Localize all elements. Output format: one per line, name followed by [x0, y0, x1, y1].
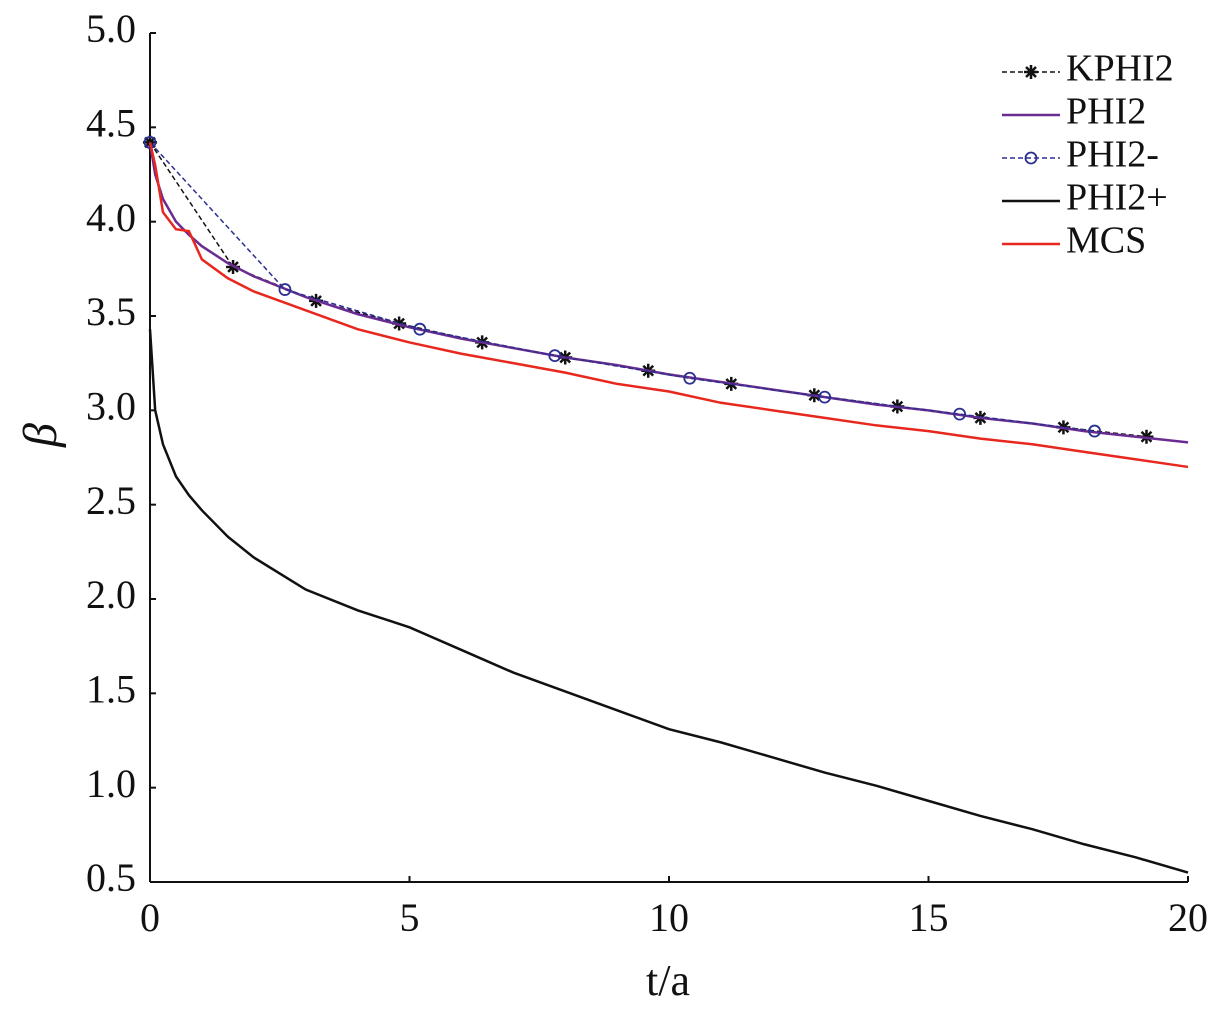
data-point — [1088, 424, 1101, 438]
legend-label: MCS — [1066, 220, 1146, 262]
data-point — [278, 283, 292, 296]
data-point — [953, 407, 967, 421]
data-point — [818, 390, 832, 404]
series-line — [148, 329, 1189, 874]
x-tick-label: 20 — [1168, 895, 1208, 940]
series-line — [148, 142, 1189, 469]
x-tick-label: 5 — [400, 895, 420, 940]
y-tick-label: 5.0 — [86, 6, 136, 51]
legend-label: PHI2+ — [1066, 177, 1168, 219]
legend-label: PHI2 — [1066, 91, 1146, 133]
y-tick-label: 1.0 — [86, 761, 136, 806]
y-tick-label: 4.5 — [86, 101, 136, 146]
series-line — [149, 142, 1147, 438]
data-point — [548, 349, 562, 363]
y-tick-label: 3.5 — [86, 289, 136, 334]
x-tick-label: 10 — [649, 895, 689, 940]
data-point — [413, 322, 427, 336]
y-tick-label: 0.5 — [86, 855, 136, 900]
legend-label: KPHI2 — [1066, 48, 1174, 90]
y-axis-label: β — [14, 423, 67, 448]
legend-marker — [1024, 151, 1038, 165]
x-tick-label: 0 — [140, 895, 160, 940]
x-tick-label: 15 — [909, 895, 949, 940]
legend-marker — [1024, 65, 1038, 79]
y-tick-label: 1.5 — [86, 667, 136, 712]
data-point — [683, 371, 697, 385]
series-line — [149, 141, 1095, 432]
y-tick-label: 3.0 — [86, 384, 136, 429]
y-tick-label: 2.5 — [86, 478, 136, 523]
x-axis-label: t/a — [646, 956, 690, 1005]
y-tick-label: 2.0 — [86, 572, 136, 617]
series-line — [148, 142, 1189, 444]
y-tick-label: 4.0 — [86, 195, 136, 240]
legend-label: PHI2- — [1066, 134, 1159, 176]
